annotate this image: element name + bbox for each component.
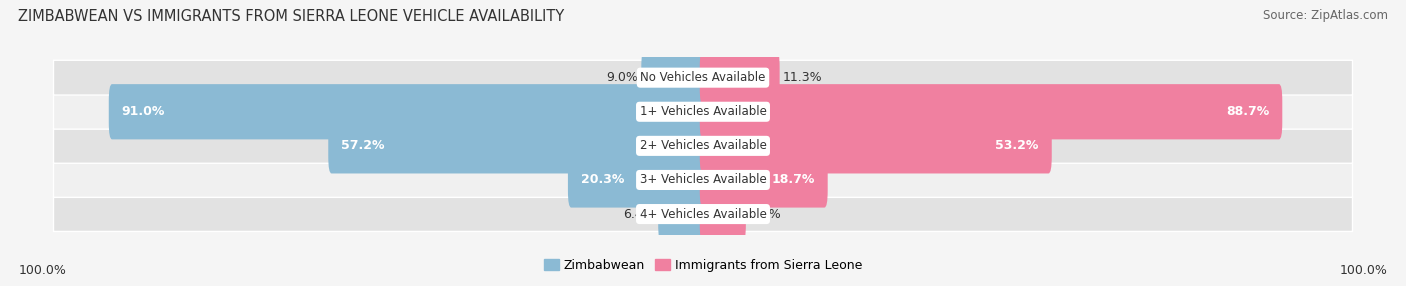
Text: 57.2%: 57.2% (342, 139, 385, 152)
FancyBboxPatch shape (53, 162, 1353, 197)
Text: 6.1%: 6.1% (749, 208, 780, 221)
Text: 88.7%: 88.7% (1226, 105, 1270, 118)
Text: 53.2%: 53.2% (995, 139, 1039, 152)
Text: 20.3%: 20.3% (581, 174, 624, 186)
FancyBboxPatch shape (328, 118, 706, 174)
Text: 6.4%: 6.4% (623, 208, 655, 221)
FancyBboxPatch shape (108, 84, 706, 139)
Legend: Zimbabwean, Immigrants from Sierra Leone: Zimbabwean, Immigrants from Sierra Leone (538, 254, 868, 277)
FancyBboxPatch shape (568, 152, 706, 208)
Text: 3+ Vehicles Available: 3+ Vehicles Available (640, 174, 766, 186)
FancyBboxPatch shape (700, 118, 1052, 174)
FancyBboxPatch shape (658, 186, 706, 242)
FancyBboxPatch shape (641, 50, 706, 105)
FancyBboxPatch shape (700, 84, 1282, 139)
FancyBboxPatch shape (700, 186, 745, 242)
Text: 4+ Vehicles Available: 4+ Vehicles Available (640, 208, 766, 221)
Text: 2+ Vehicles Available: 2+ Vehicles Available (640, 139, 766, 152)
Text: 11.3%: 11.3% (783, 71, 823, 84)
FancyBboxPatch shape (53, 128, 1353, 163)
Text: Source: ZipAtlas.com: Source: ZipAtlas.com (1263, 9, 1388, 21)
FancyBboxPatch shape (700, 152, 828, 208)
Text: 1+ Vehicles Available: 1+ Vehicles Available (640, 105, 766, 118)
FancyBboxPatch shape (53, 60, 1353, 95)
FancyBboxPatch shape (700, 50, 780, 105)
Text: 100.0%: 100.0% (1340, 265, 1388, 277)
Text: ZIMBABWEAN VS IMMIGRANTS FROM SIERRA LEONE VEHICLE AVAILABILITY: ZIMBABWEAN VS IMMIGRANTS FROM SIERRA LEO… (18, 9, 565, 23)
Text: 100.0%: 100.0% (18, 265, 66, 277)
Text: 9.0%: 9.0% (606, 71, 638, 84)
Text: No Vehicles Available: No Vehicles Available (640, 71, 766, 84)
FancyBboxPatch shape (53, 197, 1353, 231)
Text: 18.7%: 18.7% (772, 174, 814, 186)
FancyBboxPatch shape (53, 94, 1353, 129)
Text: 91.0%: 91.0% (122, 105, 165, 118)
